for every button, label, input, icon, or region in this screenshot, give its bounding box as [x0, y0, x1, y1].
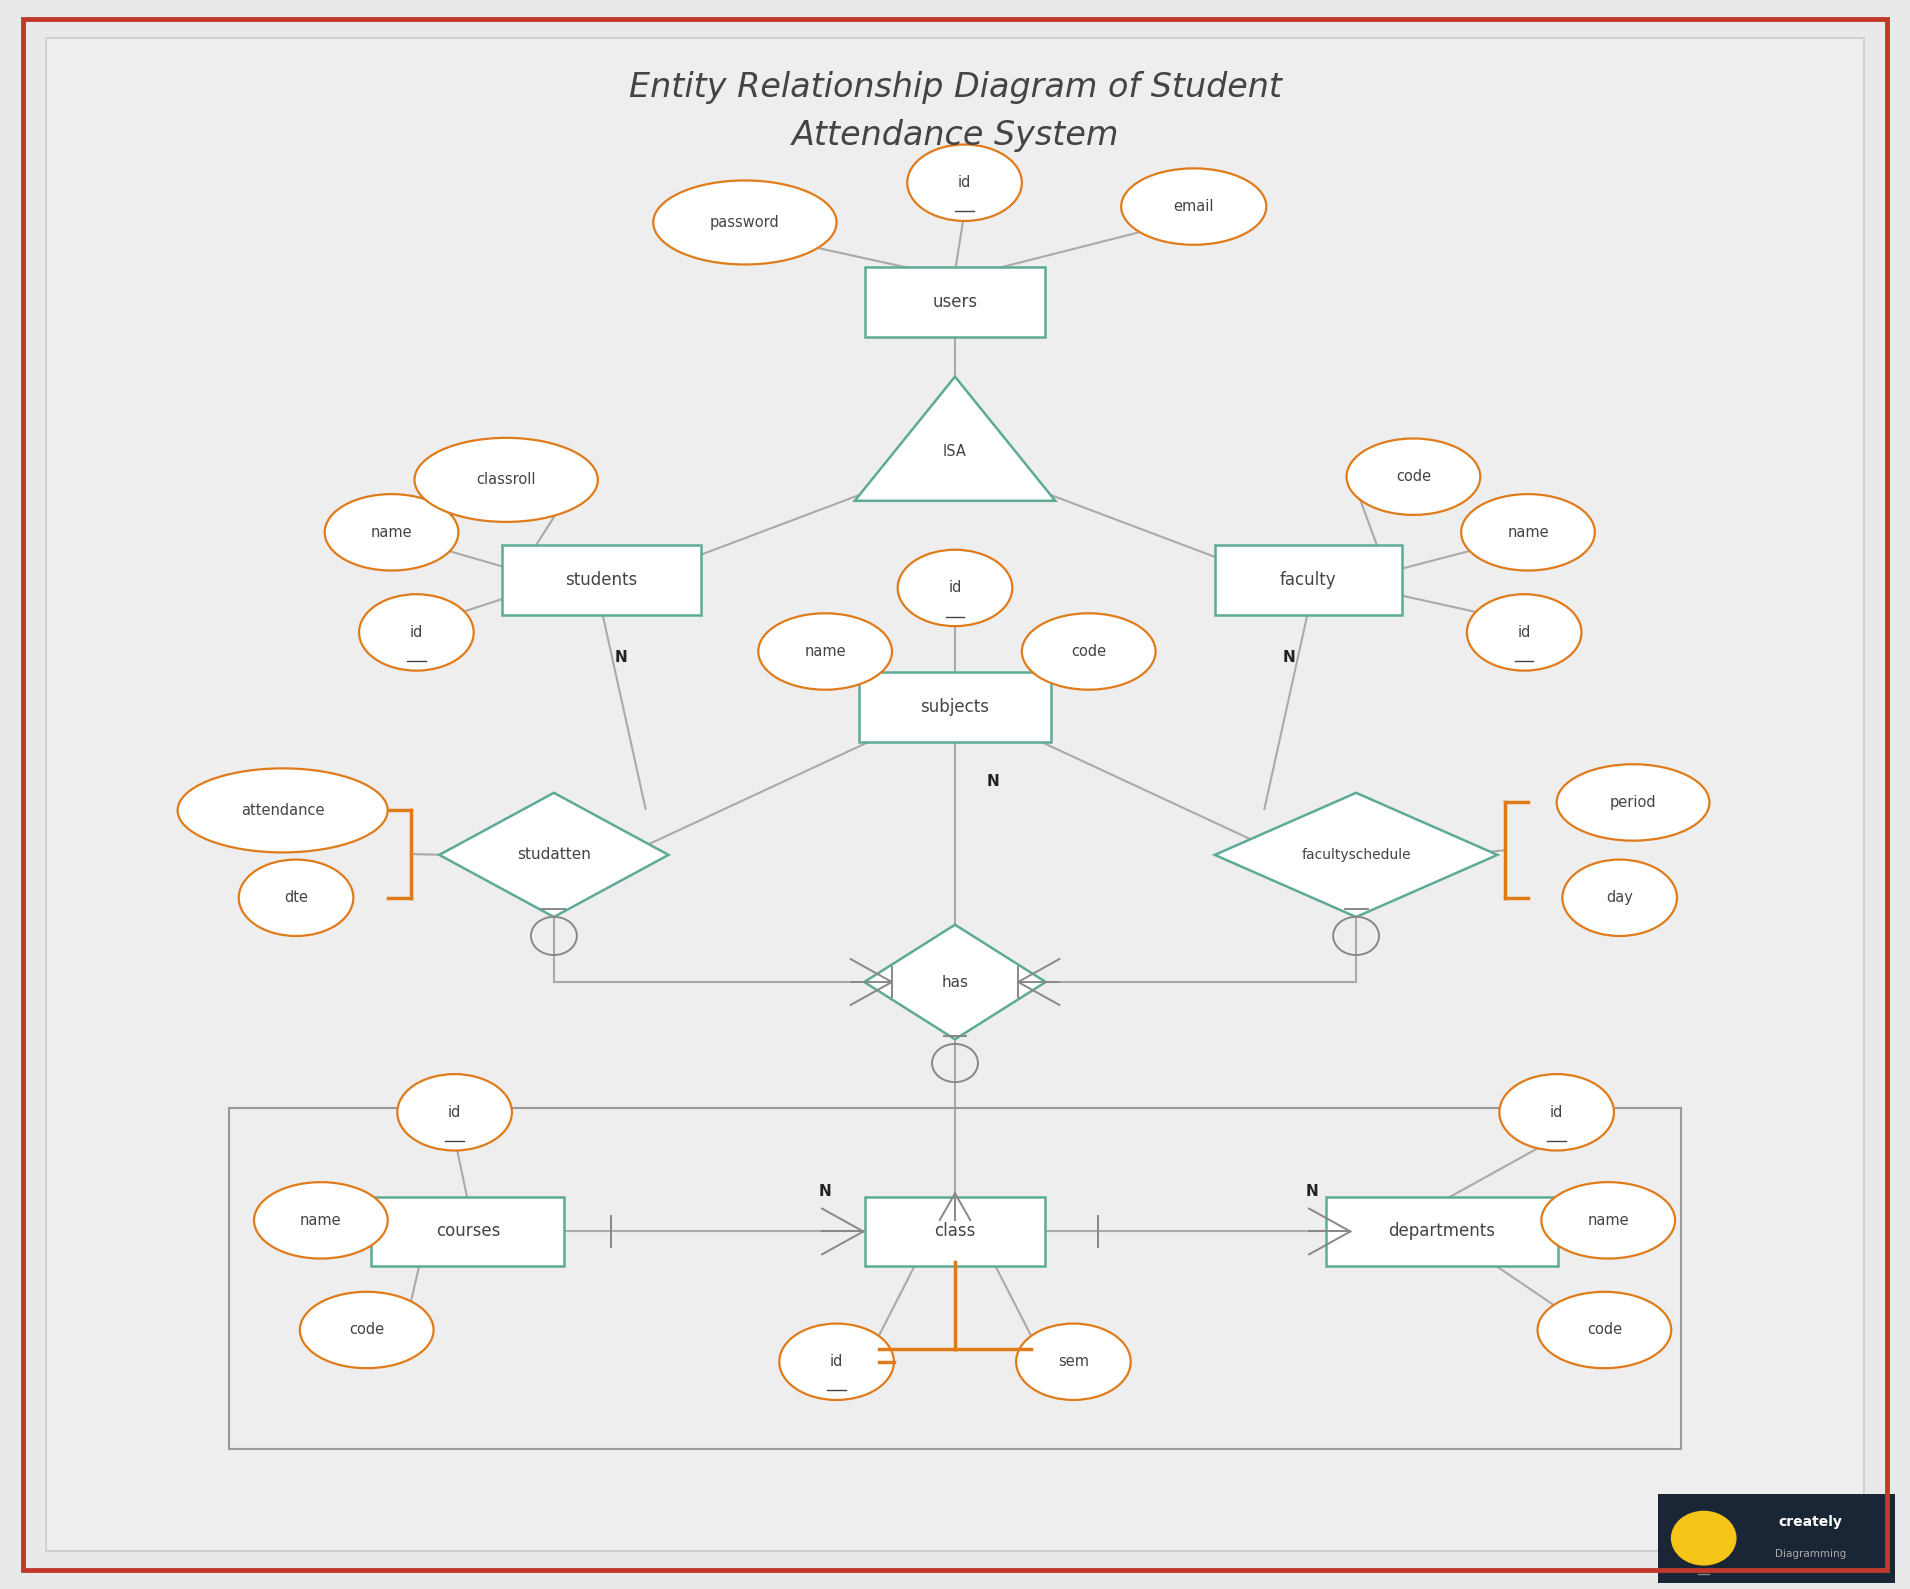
- Text: code: code: [1587, 1322, 1622, 1338]
- Text: name: name: [1507, 524, 1549, 540]
- Text: id: id: [1517, 624, 1532, 640]
- Text: subjects: subjects: [921, 698, 989, 717]
- Ellipse shape: [1562, 860, 1677, 936]
- Ellipse shape: [325, 494, 458, 570]
- Text: sem: sem: [1058, 1354, 1089, 1370]
- FancyBboxPatch shape: [860, 672, 1050, 742]
- Text: id: id: [447, 1104, 462, 1120]
- Circle shape: [1671, 1511, 1736, 1565]
- Text: N: N: [615, 650, 626, 666]
- Ellipse shape: [1467, 594, 1581, 671]
- Text: users: users: [932, 292, 978, 311]
- Polygon shape: [856, 377, 1054, 501]
- Text: N: N: [819, 1184, 831, 1200]
- Text: N: N: [1306, 1184, 1318, 1200]
- Ellipse shape: [898, 550, 1012, 626]
- Text: classroll: classroll: [476, 472, 537, 488]
- Text: students: students: [565, 570, 638, 590]
- Text: Diagramming: Diagramming: [1774, 1549, 1847, 1559]
- FancyBboxPatch shape: [46, 38, 1864, 1551]
- Ellipse shape: [1022, 613, 1156, 690]
- Text: name: name: [1587, 1212, 1629, 1228]
- FancyBboxPatch shape: [865, 1197, 1045, 1266]
- Text: ISA: ISA: [944, 443, 966, 459]
- Ellipse shape: [653, 181, 837, 264]
- Ellipse shape: [239, 860, 353, 936]
- FancyBboxPatch shape: [1215, 545, 1402, 615]
- Text: id: id: [1549, 1104, 1564, 1120]
- Text: attendance: attendance: [241, 802, 325, 818]
- Ellipse shape: [1499, 1074, 1614, 1150]
- Ellipse shape: [1557, 764, 1709, 841]
- Ellipse shape: [359, 594, 474, 671]
- Ellipse shape: [1538, 1292, 1671, 1368]
- Text: id: id: [409, 624, 424, 640]
- Text: code: code: [1072, 644, 1106, 659]
- Text: period: period: [1610, 794, 1656, 810]
- Ellipse shape: [1016, 1324, 1131, 1400]
- Ellipse shape: [300, 1292, 434, 1368]
- Text: name: name: [300, 1212, 342, 1228]
- Text: facultyschedule: facultyschedule: [1301, 849, 1411, 861]
- Text: dte: dte: [285, 890, 308, 906]
- Text: name: name: [804, 644, 846, 659]
- Text: faculty: faculty: [1280, 570, 1337, 590]
- Text: password: password: [711, 215, 779, 230]
- Text: Entity Relationship Diagram of Student: Entity Relationship Diagram of Student: [628, 72, 1282, 103]
- Text: N: N: [1284, 650, 1295, 666]
- Ellipse shape: [907, 145, 1022, 221]
- Text: N: N: [987, 774, 999, 790]
- Text: departments: departments: [1389, 1222, 1496, 1241]
- Text: has: has: [942, 974, 968, 990]
- Ellipse shape: [397, 1074, 512, 1150]
- Text: email: email: [1173, 199, 1215, 215]
- Ellipse shape: [414, 439, 598, 521]
- Text: courses: courses: [435, 1222, 500, 1241]
- FancyBboxPatch shape: [1326, 1197, 1559, 1266]
- Ellipse shape: [1347, 439, 1480, 515]
- Text: code: code: [350, 1322, 384, 1338]
- FancyBboxPatch shape: [865, 267, 1045, 337]
- Text: studatten: studatten: [518, 847, 590, 863]
- Text: class: class: [934, 1222, 976, 1241]
- Ellipse shape: [1121, 168, 1266, 245]
- Text: id: id: [947, 580, 963, 596]
- Text: Attendance System: Attendance System: [791, 119, 1119, 151]
- Ellipse shape: [254, 1182, 388, 1258]
- Text: id: id: [829, 1354, 844, 1370]
- Ellipse shape: [758, 613, 892, 690]
- Ellipse shape: [779, 1324, 894, 1400]
- Text: id: id: [957, 175, 972, 191]
- Ellipse shape: [178, 769, 388, 852]
- Ellipse shape: [1461, 494, 1595, 570]
- Polygon shape: [439, 793, 668, 917]
- Polygon shape: [1215, 793, 1497, 917]
- Text: name: name: [371, 524, 413, 540]
- Text: creately: creately: [1778, 1516, 1843, 1529]
- FancyBboxPatch shape: [371, 1197, 565, 1266]
- FancyBboxPatch shape: [502, 545, 701, 615]
- FancyBboxPatch shape: [1658, 1494, 1895, 1583]
- Text: code: code: [1396, 469, 1431, 485]
- Text: day: day: [1606, 890, 1633, 906]
- Ellipse shape: [1541, 1182, 1675, 1258]
- Polygon shape: [863, 925, 1047, 1039]
